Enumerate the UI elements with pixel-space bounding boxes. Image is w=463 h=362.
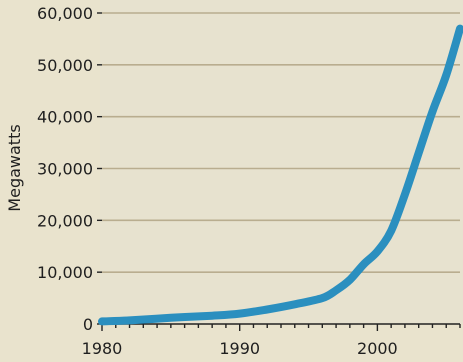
- y-tick-label: 40,000: [37, 108, 93, 127]
- y-tick-label: 30,000: [37, 160, 93, 179]
- gridlines: [102, 12, 460, 273]
- plot-area-background: [100, 0, 463, 324]
- y-tick-label: 60,000: [37, 4, 93, 23]
- y-tick-label: 20,000: [37, 211, 93, 230]
- y-tick-label: 10,000: [37, 263, 93, 282]
- x-tick-label: 2000: [357, 339, 398, 358]
- axes: [97, 12, 461, 331]
- tick-labels: 0 10,000 20,000 30,000 40,000 50,000 60,000 198…: [37, 4, 398, 358]
- x-tick-label: 1980: [82, 339, 123, 358]
- series-line: [98, 24, 463, 326]
- y-axis-title: Megawatts: [5, 124, 24, 211]
- y-tick-label: 0: [83, 315, 93, 334]
- y-tick-label: 50,000: [37, 56, 93, 75]
- series-layer: [98, 24, 463, 326]
- x-tick-label: 1990: [219, 339, 260, 358]
